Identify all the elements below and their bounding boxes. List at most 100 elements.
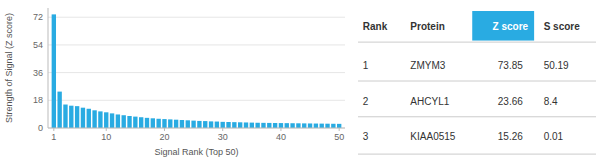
table-header: Protein: [410, 21, 444, 32]
bar: [127, 116, 131, 128]
bar: [191, 121, 195, 128]
bar: [285, 123, 289, 128]
bar: [174, 120, 178, 128]
x-tick: [280, 128, 281, 131]
bar: [168, 119, 172, 128]
bar: [139, 117, 143, 128]
grid: [48, 17, 345, 128]
y-tick-label: 54: [33, 40, 43, 50]
bar: [308, 123, 312, 128]
x-tick: [53, 128, 54, 131]
x-tick-label: 40: [276, 132, 286, 142]
x-tick: [339, 128, 340, 131]
bar: [250, 123, 254, 128]
bar: [110, 113, 114, 128]
bar: [290, 123, 294, 128]
bar: [296, 123, 300, 128]
table-cell: 8.4: [544, 96, 558, 107]
table-cell: 15.26: [498, 131, 523, 142]
table-cell: 73.85: [498, 60, 523, 71]
table-cell: 1: [363, 60, 369, 71]
y-tick-label: 36: [33, 68, 43, 78]
bar: [314, 124, 318, 128]
table-separator: [358, 81, 596, 82]
table-cell: 2: [363, 96, 369, 107]
bar: [320, 124, 324, 128]
table-cell: 3: [363, 131, 369, 142]
bar: [221, 122, 225, 128]
bar: [145, 118, 149, 128]
bar: [226, 122, 230, 128]
bar: [180, 120, 184, 128]
x-tick-label: 10: [101, 132, 111, 142]
header-highlight: [472, 11, 534, 41]
bar: [215, 122, 219, 128]
bar: [244, 122, 248, 128]
y-tick-label: 18: [33, 95, 43, 105]
y-axis: [48, 8, 49, 128]
table-cell: KIAA0515: [410, 131, 455, 142]
bar: [57, 92, 61, 128]
table-separator: [358, 116, 596, 117]
bar: [75, 106, 79, 128]
bar: [279, 123, 283, 128]
y-axis-label: Strength of Signal (Z score): [4, 13, 14, 123]
table-separator: [358, 154, 596, 155]
table-cell: ZMYM3: [410, 60, 445, 71]
bar: [203, 121, 207, 128]
bar: [325, 124, 329, 128]
table-cell: AHCYL1: [410, 96, 449, 107]
table-cell: 50.19: [544, 60, 569, 71]
bar: [104, 112, 108, 128]
bar: [87, 109, 91, 128]
bar: [162, 119, 166, 128]
bar: [63, 105, 67, 128]
grid-line: [48, 72, 345, 73]
y-tick-label: 0: [38, 123, 43, 133]
grid-line: [48, 44, 345, 45]
bar: [81, 108, 85, 128]
table-cell: 0.01: [544, 131, 564, 142]
bar: [331, 124, 335, 128]
x-tick: [164, 128, 165, 131]
bar: [197, 121, 201, 128]
bar: [186, 120, 190, 128]
table: Rank Protein Z score S score 1 ZMYM3 73.85 50.1…: [358, 11, 596, 154]
grid-line: [48, 128, 345, 129]
bar: [69, 106, 73, 128]
x-tick-label: 20: [159, 132, 169, 142]
bar: [238, 122, 242, 128]
bar: [116, 114, 120, 128]
table-header: Z score: [493, 21, 529, 32]
bar: [209, 121, 213, 128]
bar: [232, 122, 236, 128]
bar: [156, 119, 160, 128]
grid-line: [48, 17, 345, 18]
x-tick-label: 50: [334, 132, 344, 142]
bar: [133, 117, 137, 128]
bar: [267, 123, 271, 128]
bar: [122, 115, 126, 128]
bar: [255, 123, 259, 128]
x-tick: [106, 128, 107, 131]
x-axis-label: Signal Rank (Top 50): [154, 147, 238, 157]
x-tick-label: 30: [218, 132, 228, 142]
x-tick-label: 1: [51, 132, 56, 142]
chart: 0 18 36 54 72 1 10 20 30 40 50 Signal Rank (Top 50)…: [0, 0, 600, 162]
bar: [273, 123, 277, 128]
bar: [261, 123, 265, 128]
bar: [92, 110, 96, 128]
table-cell: 23.66: [498, 96, 523, 107]
bar: [151, 118, 155, 128]
table-header: S score: [544, 21, 581, 32]
table-header: Rank: [363, 21, 388, 32]
bar: [52, 14, 56, 128]
bars: [52, 14, 342, 128]
x-tick: [222, 128, 223, 131]
bar: [337, 124, 341, 128]
y-tick-label: 72: [33, 12, 43, 22]
grid-line: [48, 100, 345, 101]
bar: [302, 123, 306, 128]
bar: [98, 111, 102, 128]
table-separator: [358, 42, 596, 43]
